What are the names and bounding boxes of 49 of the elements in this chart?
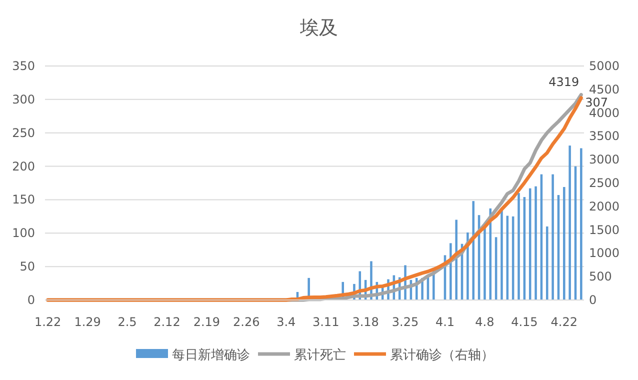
y2-tick-label: 3000 [589, 152, 620, 167]
y-tick-label: 150 [12, 192, 35, 207]
x-tick-label: 4.15 [511, 315, 538, 329]
bar [489, 208, 492, 300]
x-tick-label: 1.22 [34, 315, 62, 329]
y2-tick-label: 500 [589, 270, 612, 284]
bar [472, 201, 474, 300]
x-tick-label: 2.26 [233, 315, 260, 329]
bar [580, 148, 582, 300]
chart-title: 埃及 [299, 17, 338, 39]
legend-label: 累计死亡 [294, 347, 346, 363]
legend-label: 每日新增确诊 [172, 348, 250, 363]
y2-tick-label: 5000 [589, 59, 620, 73]
x-tick-label: 1.29 [74, 315, 101, 329]
y-tick-label: 350 [12, 59, 35, 73]
x-tick-label: 3.18 [352, 315, 379, 329]
y2-tick-label: 3500 [589, 129, 620, 144]
bar [534, 186, 537, 300]
bar [568, 146, 571, 300]
x-tick-label: 4.8 [475, 315, 494, 329]
y2-tick-label: 2000 [589, 199, 620, 214]
y-tick-label: 200 [12, 159, 35, 174]
bar [500, 210, 503, 300]
y2-tick-label: 4000 [589, 106, 620, 120]
x-tick-label: 2.12 [154, 315, 180, 329]
x-tick-label: 3.11 [312, 315, 340, 329]
x-tick-label: 4.22 [550, 315, 578, 329]
y2-tick-label: 1500 [589, 222, 620, 237]
y-tick-label: 250 [12, 126, 35, 140]
x-tick-label: 4.1 [435, 315, 455, 329]
bar [455, 220, 458, 300]
bar [546, 226, 548, 300]
y-tick-label: 300 [12, 92, 35, 106]
x-tick-label: 3.4 [276, 315, 296, 329]
data-label: 4319 [548, 74, 580, 89]
y2-tick-label: 4500 [589, 82, 620, 96]
bar [552, 174, 554, 300]
bar [518, 193, 520, 300]
y2-tick-label: 2500 [589, 176, 620, 190]
x-tick-label: 2.5 [118, 315, 137, 329]
y-tick-label: 0 [27, 293, 35, 307]
x-tick-label: 2.19 [193, 315, 220, 329]
legend-label: 累计确诊（右轴） [390, 348, 494, 363]
y2-tick-label: 0 [589, 293, 597, 307]
y-tick-label: 100 [12, 226, 35, 240]
y-tick-label: 50 [20, 260, 35, 274]
bar [563, 187, 566, 300]
x-tick-label: 3.25 [392, 315, 419, 329]
y2-tick-label: 1000 [589, 246, 620, 260]
